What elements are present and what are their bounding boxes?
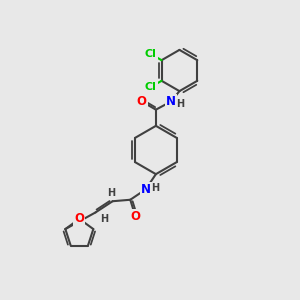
Text: H: H (107, 188, 115, 198)
Text: N: N (166, 95, 176, 108)
Text: O: O (74, 212, 84, 225)
Text: H: H (151, 183, 159, 193)
Text: N: N (141, 183, 151, 196)
Text: H: H (100, 214, 108, 224)
Text: Cl: Cl (145, 82, 157, 92)
Text: H: H (176, 99, 184, 109)
Text: Cl: Cl (145, 49, 157, 59)
Text: O: O (130, 210, 141, 223)
Text: O: O (137, 95, 147, 108)
